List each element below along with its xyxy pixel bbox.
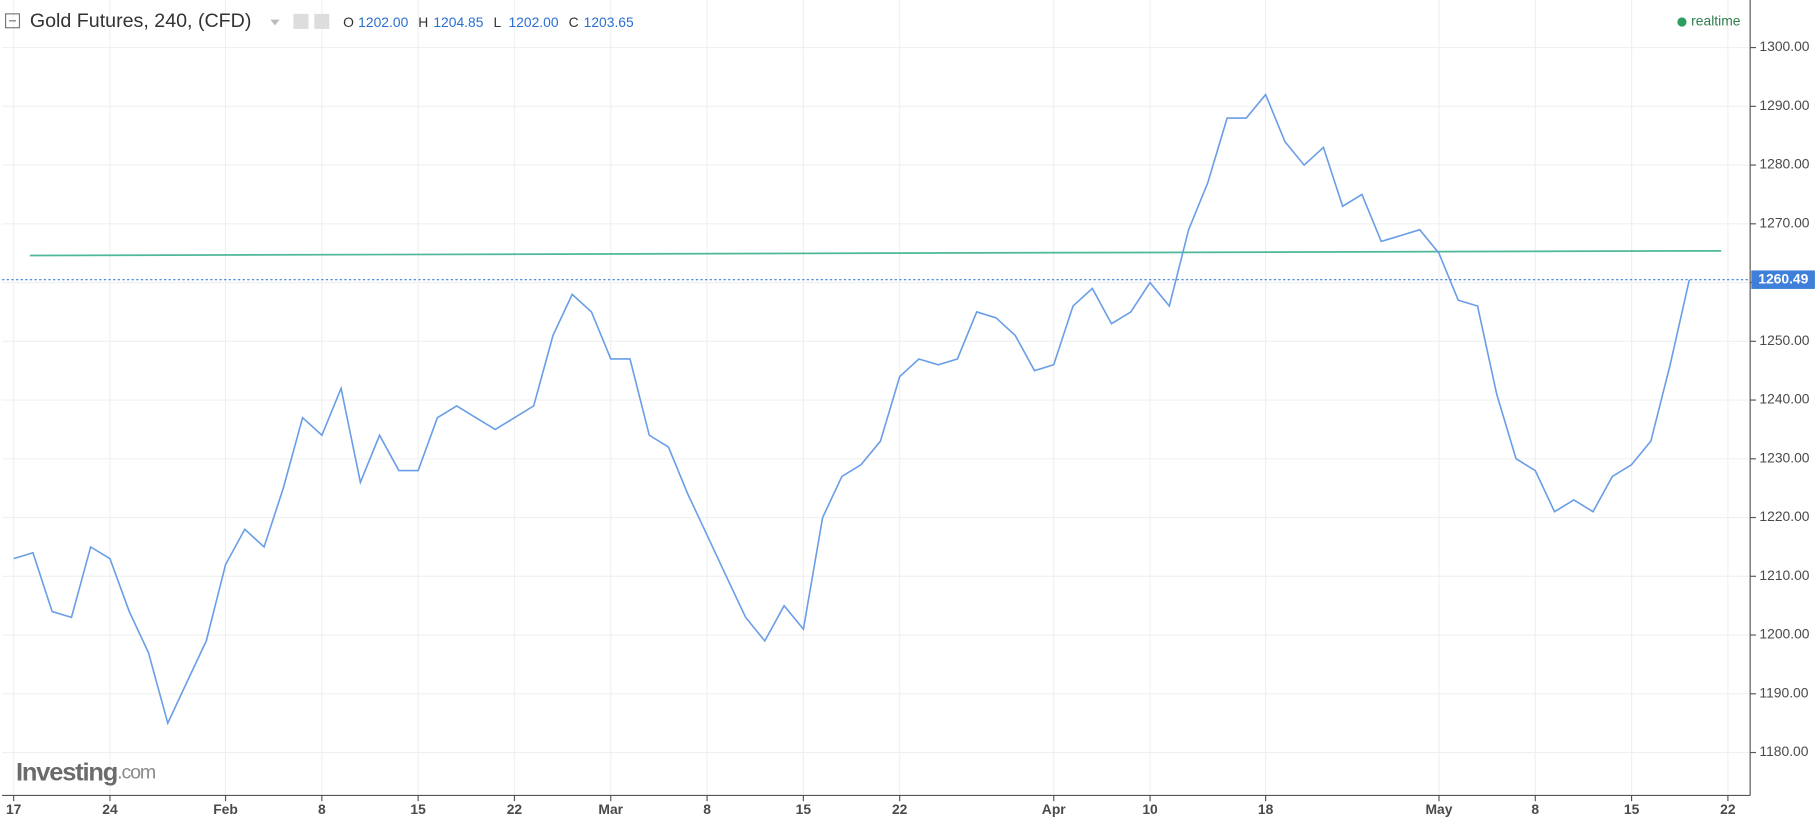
y-tick-label: 1190.00 (1759, 684, 1808, 700)
eye-button[interactable] (293, 13, 309, 29)
x-tick-label: 15 (796, 801, 812, 817)
ohlc-value: 1204.85 (433, 14, 483, 30)
status-dot (1677, 17, 1687, 27)
trendline (29, 249, 1722, 257)
brand-suffix: .com (117, 762, 156, 784)
ohlc-key: O (343, 14, 354, 30)
y-tick-label: 1280.00 (1759, 156, 1809, 172)
settings-button[interactable] (314, 13, 330, 29)
ohlc-value: 1203.65 (584, 14, 634, 30)
last-price-label: 1260.49 (1758, 270, 1808, 286)
status: realtime (1691, 13, 1741, 29)
x-tick-label: May (1425, 801, 1452, 817)
ohlc: O 1202.00 H 1204.85 L 1202.00 C 1203.65 (343, 14, 634, 30)
y-tick-label: 1210.00 (1759, 567, 1809, 583)
x-tick-label: 8 (318, 801, 326, 817)
y-tick-label: 1200.00 (1759, 626, 1809, 642)
last-price-box (1751, 270, 1815, 289)
collapse-button[interactable] (4, 13, 21, 29)
y-tick-label: 1240.00 (1759, 391, 1809, 407)
x-tick-label: 18 (1258, 801, 1274, 817)
x-tick-label: 24 (102, 801, 118, 817)
x-tick-label: Apr (1042, 801, 1066, 817)
brand: Investing.com (16, 758, 156, 786)
grid (2, 0, 1751, 796)
y-tick-label: 1250.00 (1759, 332, 1809, 348)
ohlc-key: C (569, 14, 579, 30)
x-tick-label: 10 (1142, 801, 1158, 817)
ohlc-value: 1202.00 (508, 14, 558, 30)
x-tick-label: 22 (1720, 801, 1736, 817)
x-tick-label: Mar (598, 801, 623, 817)
ohlc-key: L (493, 14, 501, 30)
ohlc-value: 1202.00 (358, 14, 408, 30)
x-tick-label: 8 (703, 801, 711, 817)
y-tick-label: 1290.00 (1759, 97, 1809, 113)
x-tick-label: 15 (1624, 801, 1640, 817)
x-tick-label: 8 (1531, 801, 1539, 817)
chart-title: Gold Futures, 240, (CFD) (30, 10, 252, 32)
y-tick-label: 1180.00 (1759, 743, 1808, 759)
price-line (13, 93, 1691, 726)
y-tick-label: 1300.00 (1759, 38, 1809, 54)
x-tick-label: 15 (410, 801, 426, 817)
x-tick-label: 17 (6, 801, 22, 817)
y-tick-label: 1270.00 (1759, 214, 1809, 230)
x-tick-label: 22 (507, 801, 523, 817)
x-tick-label: Feb (213, 801, 238, 817)
brand-name: Investing (16, 758, 117, 786)
y-tick-label: 1230.00 (1759, 449, 1809, 465)
y-tick-label: 1220.00 (1759, 508, 1809, 524)
dropdown-arrow[interactable] (270, 19, 280, 26)
x-tick-label: 22 (892, 801, 908, 817)
ohlc-key: H (418, 14, 428, 30)
